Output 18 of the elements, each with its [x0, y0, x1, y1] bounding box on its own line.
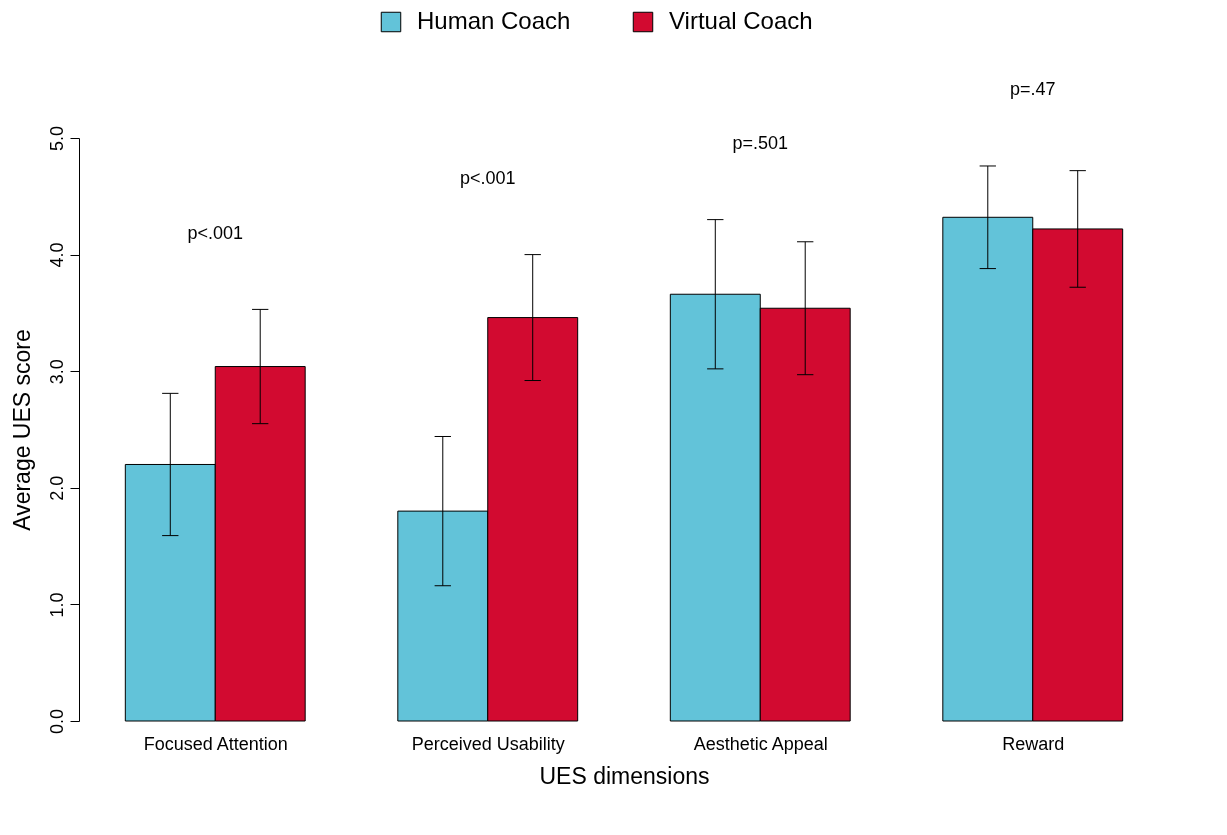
y-tick-label: 5.0	[46, 125, 67, 152]
annotation: p<.001	[459, 167, 516, 188]
annotation: p=.501	[732, 132, 789, 153]
text: p=.47	[1009, 79, 1056, 100]
legend-label: Human Coach	[417, 7, 571, 34]
y-tick-label: 2.0	[46, 475, 67, 501]
legend-label: Virtual Coach	[669, 7, 813, 34]
x-tick-label: Aesthetic Appeal	[693, 733, 828, 754]
y-axis-title: Average UES score	[8, 329, 35, 531]
x-tick-label: Focused Attention	[143, 733, 288, 754]
y-tick-label: 1.0	[46, 592, 67, 618]
y-tick-label: 0.0	[46, 708, 67, 735]
y-tick-label: 4.0	[46, 242, 67, 268]
x-axis-title: UES dimensions	[539, 762, 710, 789]
x-tick-label: Reward	[1002, 733, 1065, 754]
x-tick-label: Perceived Usability	[411, 733, 565, 754]
annotation: p<.001	[187, 222, 244, 243]
y-tick-label: 3.0	[46, 359, 67, 385]
